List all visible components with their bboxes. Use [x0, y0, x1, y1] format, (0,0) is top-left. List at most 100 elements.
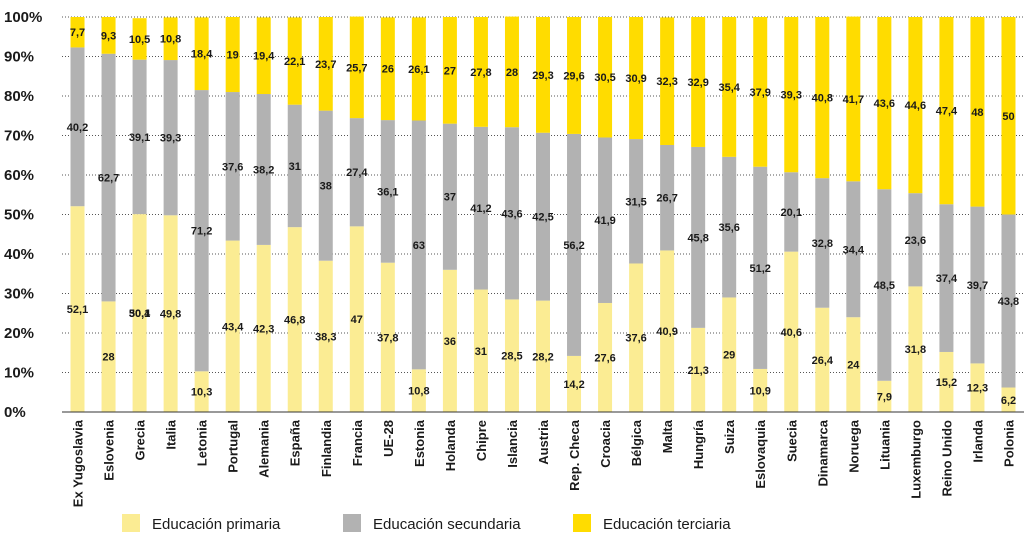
data-label: 51,2	[750, 263, 771, 275]
bar-segment	[908, 286, 923, 412]
data-label: 40,6	[781, 327, 802, 339]
legend-swatch	[122, 514, 140, 532]
bar-segment	[349, 118, 364, 227]
data-label: 38,3	[315, 331, 336, 343]
bar-segment	[101, 53, 116, 302]
data-label: 35,4	[718, 82, 740, 94]
data-label: 25,7	[346, 62, 367, 74]
data-label: 30,5	[594, 72, 615, 84]
bar-segment	[753, 166, 768, 369]
data-label: 15,2	[936, 377, 957, 389]
bar-segment	[939, 17, 954, 205]
bar-segment	[598, 137, 613, 303]
category-label: Noruega	[846, 419, 861, 473]
bar-segment	[660, 17, 675, 145]
data-label: 43,4	[222, 321, 244, 333]
bars	[70, 16, 1016, 412]
data-label: 6,2	[1001, 395, 1016, 407]
bar-segment	[287, 17, 302, 105]
category-label: Hungría	[691, 419, 706, 469]
category-label: Polonia	[1001, 419, 1016, 467]
category-label: Francia	[350, 419, 365, 466]
bar-segment	[287, 104, 302, 228]
category-label: Reino Unido	[939, 420, 954, 497]
data-label: 46,8	[284, 315, 305, 327]
y-tick-label: 30%	[4, 286, 34, 303]
data-label: 28,2	[532, 351, 553, 363]
data-label: 56,2	[563, 240, 584, 252]
y-tick-label: 50%	[4, 207, 34, 224]
bar-segment	[411, 369, 426, 412]
bar-segment	[691, 327, 706, 412]
bar-segment	[504, 299, 519, 412]
bar-segment	[877, 380, 892, 412]
data-label: 29	[723, 350, 735, 362]
data-label: 71,2	[191, 226, 212, 238]
bar-segment	[722, 17, 737, 157]
data-label: 28	[102, 352, 114, 364]
y-tick-label: 20%	[4, 325, 34, 342]
bar-segment	[1001, 214, 1016, 388]
y-tick-label: 100%	[4, 9, 42, 26]
data-label: 47,4	[936, 106, 958, 118]
data-label: 28	[506, 67, 518, 79]
data-label: 41,7	[843, 94, 864, 106]
bar-segment	[908, 17, 923, 194]
bar-segment	[815, 307, 830, 412]
data-label: 14,2	[563, 379, 584, 391]
bar-segment	[287, 227, 302, 412]
bar-segment	[380, 17, 395, 121]
data-label: 32,3	[656, 76, 677, 88]
data-label: 39,1	[129, 132, 150, 144]
data-label: 31	[289, 161, 301, 173]
bar-segment	[536, 300, 550, 412]
bar-segment	[908, 193, 923, 287]
data-label: 26,4	[812, 355, 834, 367]
bar-segment	[753, 17, 768, 167]
category-label: Suiza	[722, 419, 737, 454]
bar-segment	[536, 132, 550, 301]
category-label: Chipre	[474, 420, 489, 461]
bar-segment	[660, 144, 675, 251]
data-label: 31,8	[905, 344, 926, 356]
bar-segment	[473, 289, 488, 412]
category-label: Suecia	[784, 419, 799, 462]
data-label: 45,8	[687, 232, 708, 244]
category-label: Croacia	[598, 419, 613, 467]
data-label: 30,9	[625, 73, 646, 85]
bar-segment	[473, 126, 488, 290]
data-label: 50,1	[129, 308, 150, 320]
category-label: Malta	[660, 419, 675, 453]
bar-segment	[846, 16, 861, 182]
data-label: 18,4	[191, 49, 213, 61]
data-label: 23,7	[315, 59, 336, 71]
data-label: 20,1	[781, 207, 802, 219]
bar-segment	[380, 120, 395, 263]
data-label: 52,1	[67, 304, 88, 316]
bar-segment	[846, 317, 861, 412]
bar-segment	[380, 262, 395, 412]
data-label: 36,1	[377, 186, 398, 198]
data-label: 10,8	[160, 34, 181, 46]
bar-segment	[132, 59, 147, 215]
category-label: Dinamarca	[815, 419, 830, 486]
bar-segment	[598, 17, 613, 138]
bar-segment	[567, 355, 582, 412]
bar-segment	[194, 17, 209, 91]
bar-segment	[132, 214, 147, 412]
data-label: 26,1	[408, 64, 429, 76]
bar-segment	[629, 263, 644, 412]
bar-segment	[411, 17, 426, 121]
bar-segment	[225, 92, 240, 241]
data-label: 44,6	[905, 100, 926, 112]
y-tick-label: 60%	[4, 167, 34, 184]
data-label: 27,6	[594, 352, 615, 364]
category-label: Austria	[536, 419, 551, 465]
bar-segment	[256, 244, 271, 412]
data-label: 37,6	[625, 333, 646, 345]
bar-segment	[163, 60, 178, 216]
data-labels: 52,1 40,2 7,7 28 62,7 9,3 50,130,4 39,1 10,5 49,8…	[67, 27, 1019, 407]
bar-segment	[225, 17, 240, 93]
category-label: Eslovaquia	[753, 419, 768, 488]
category-label: Lituania	[877, 419, 892, 470]
